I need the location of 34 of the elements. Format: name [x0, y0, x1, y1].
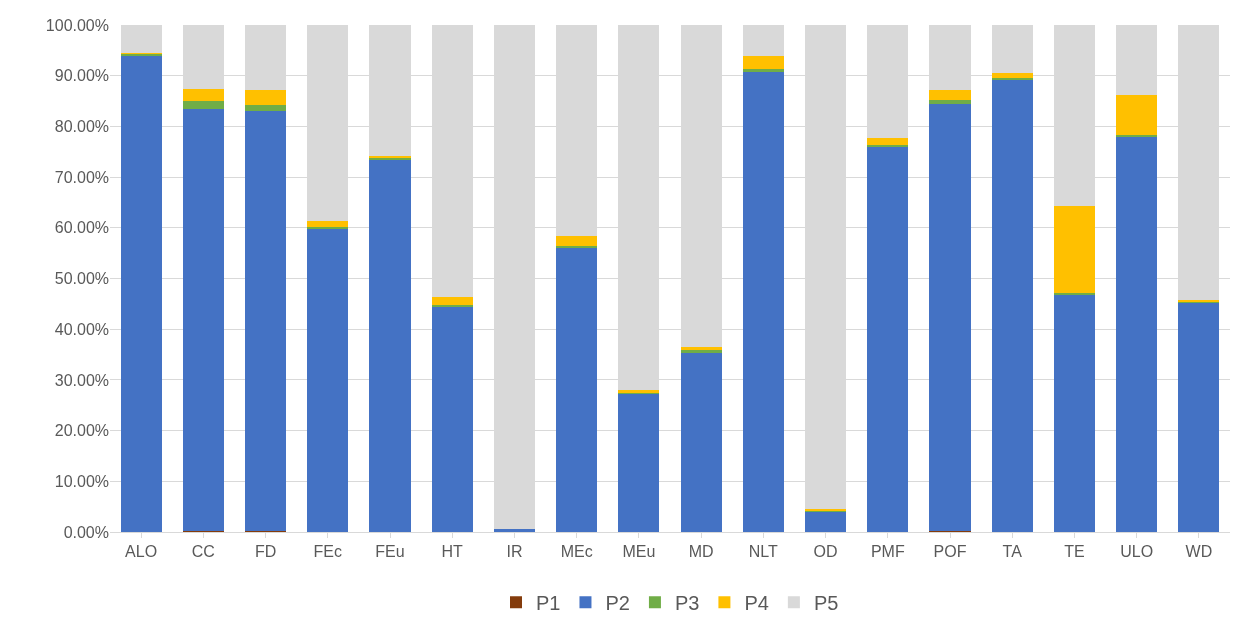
legend-label: P3: [674, 592, 700, 614]
legend-label: P1: [536, 592, 561, 614]
x-tick-label: ALO: [125, 543, 158, 561]
x-tick-label: IR: [506, 543, 523, 561]
y-tick-label: 80.00%: [54, 118, 109, 135]
x-tick-label: ULO: [1120, 543, 1154, 561]
legend-label: P2: [605, 592, 630, 614]
y-tick-label: 70.00%: [54, 168, 109, 186]
x-tick-label: CC: [191, 543, 215, 561]
x-tick-label: MEu: [622, 543, 656, 561]
x-tick-label: OD: [813, 543, 838, 561]
x-tick-label: PMF: [870, 543, 905, 561]
x-tick-label: POF: [933, 543, 967, 561]
x-tick-label: FD: [254, 543, 277, 561]
legend-label: P4: [744, 592, 769, 614]
y-tick-label: 100.00%: [45, 16, 109, 34]
y-tick-label: 20.00%: [54, 422, 109, 440]
y-tick-label: 0.00%: [63, 523, 109, 541]
y-tick-label: 60.00%: [54, 219, 109, 237]
x-tick-label: MD: [688, 543, 714, 561]
x-tick-label: MEc: [560, 543, 593, 561]
y-tick-label: 10.00%: [54, 472, 109, 490]
x-tick-label: NLT: [748, 543, 779, 561]
x-tick-label: HT: [441, 543, 464, 561]
legend-label: P5: [813, 592, 839, 614]
y-tick-label: 90.00%: [54, 67, 109, 85]
x-tick-label: TA: [1002, 543, 1023, 561]
x-tick-label: TE: [1064, 543, 1085, 561]
x-tick-label: WD: [1185, 543, 1213, 561]
y-tick-label: 30.00%: [54, 371, 109, 389]
x-tick-label: FEc: [313, 543, 343, 561]
y-tick-label: 40.00%: [54, 320, 109, 338]
y-tick-label: 50.00%: [54, 270, 109, 288]
x-tick-label: FEu: [375, 543, 405, 561]
